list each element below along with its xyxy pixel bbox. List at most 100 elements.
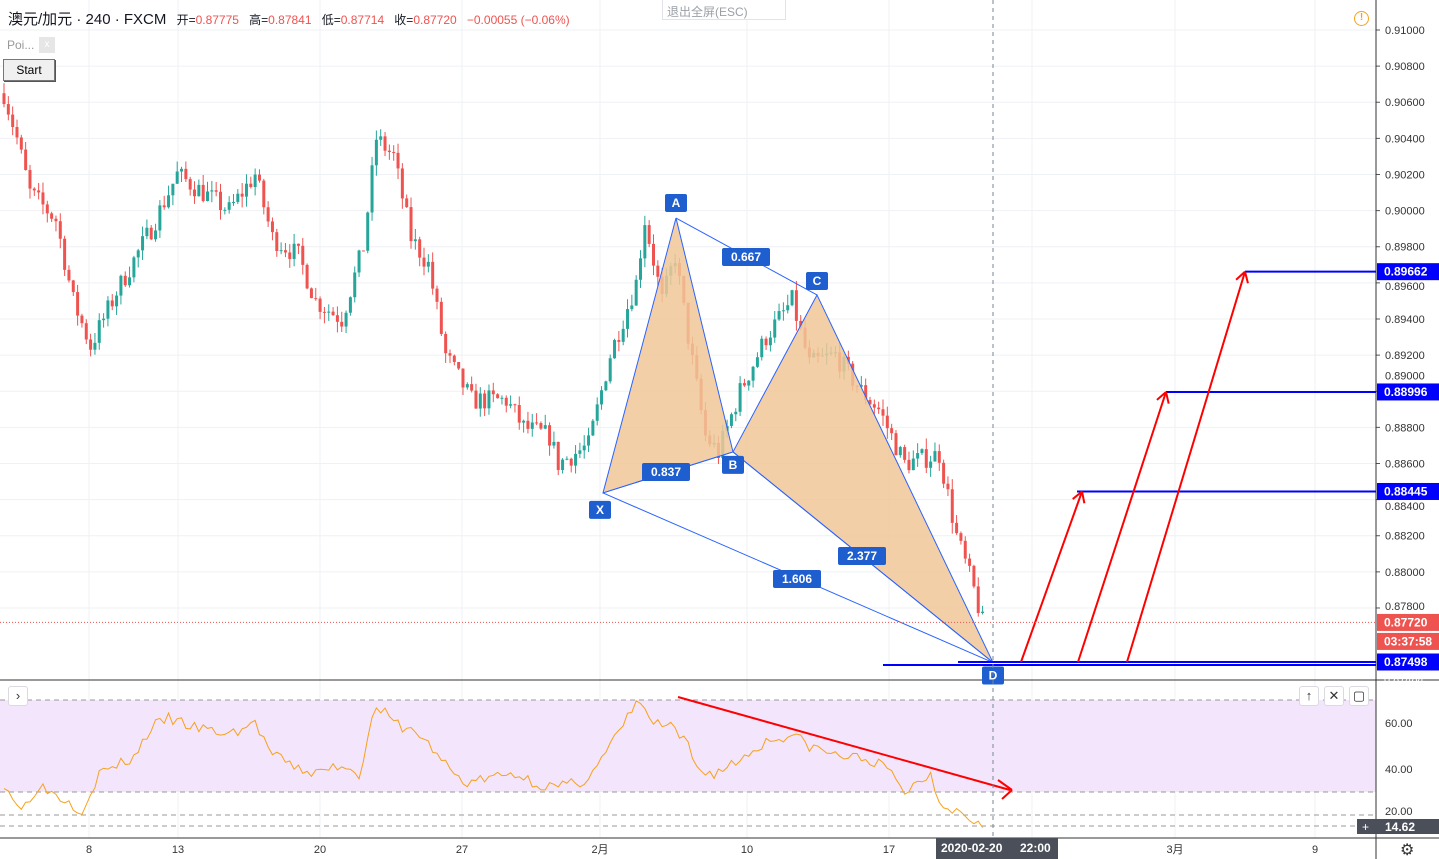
arrow-head xyxy=(997,779,1013,791)
candle xyxy=(877,407,881,410)
price-tick: 0.88600 xyxy=(1385,458,1425,470)
rsi-value-tag-bg xyxy=(1357,819,1439,834)
indicator-pill-close[interactable]: x xyxy=(39,37,55,53)
candle xyxy=(305,264,309,289)
candle xyxy=(63,238,67,270)
arrow-head xyxy=(1244,271,1249,284)
symbol-name[interactable]: 澳元/加元 xyxy=(8,11,73,28)
time-tick: 8 xyxy=(86,844,92,856)
price-tick: 0.89000 xyxy=(1385,370,1425,382)
candle xyxy=(149,227,153,240)
candle xyxy=(768,337,772,346)
candle xyxy=(405,198,409,208)
candle xyxy=(344,312,348,327)
candle xyxy=(41,192,45,205)
candle xyxy=(283,250,287,253)
candle xyxy=(115,295,119,307)
candle xyxy=(509,404,513,406)
candle xyxy=(366,212,370,251)
candle xyxy=(145,227,149,237)
time-tick: 2月 xyxy=(591,844,608,856)
move-up-icon[interactable]: ↑ xyxy=(1299,686,1319,706)
candle xyxy=(184,168,188,180)
candle xyxy=(128,277,132,286)
level-tag: 0.88445 xyxy=(1384,484,1428,498)
candle xyxy=(392,152,396,154)
price-tick: 0.90800 xyxy=(1385,61,1425,73)
settings-gear-icon[interactable]: ⚙ xyxy=(1400,842,1414,859)
candle xyxy=(223,209,227,211)
candle xyxy=(6,104,10,115)
candle xyxy=(136,250,140,258)
candle xyxy=(210,190,214,192)
candle xyxy=(582,445,586,451)
warning-icon[interactable]: ! xyxy=(1354,11,1369,26)
candle xyxy=(747,380,751,386)
time-tick: 10 xyxy=(741,844,753,856)
candle xyxy=(318,298,322,312)
candle xyxy=(132,257,136,278)
candle xyxy=(426,261,430,267)
candle xyxy=(439,301,443,334)
candle xyxy=(413,239,417,242)
start-button[interactable]: Start xyxy=(3,59,55,81)
candle xyxy=(604,381,608,391)
candle xyxy=(162,205,166,208)
candle xyxy=(400,168,404,199)
candle xyxy=(24,149,28,170)
candle xyxy=(574,453,578,466)
candle xyxy=(539,423,543,429)
candle xyxy=(872,404,876,408)
candle xyxy=(180,168,184,172)
high-value: 0.87841 xyxy=(268,13,312,27)
candle xyxy=(448,353,452,356)
candle xyxy=(885,415,889,429)
open-value: 0.87775 xyxy=(195,13,239,27)
candle xyxy=(781,310,785,312)
candle xyxy=(946,483,950,490)
price-tick: 0.89600 xyxy=(1385,281,1425,293)
price-tick: 0.88200 xyxy=(1385,531,1425,543)
candle xyxy=(249,183,253,188)
candle xyxy=(474,390,478,409)
candle xyxy=(141,236,145,251)
candle xyxy=(50,213,54,219)
candle xyxy=(526,420,530,429)
indicator-pill[interactable]: Poi... x xyxy=(3,35,55,55)
candle xyxy=(370,165,374,213)
candle xyxy=(587,435,591,446)
candle xyxy=(444,333,448,354)
close-pane-icon[interactable]: ✕ xyxy=(1324,686,1344,706)
candle xyxy=(595,404,599,421)
candle xyxy=(102,318,106,321)
target-arrow xyxy=(1126,271,1246,663)
exit-fullscreen-button[interactable]: 退出全屏(ESC) xyxy=(662,0,786,20)
candle xyxy=(76,292,80,316)
arrow-head xyxy=(1165,391,1170,404)
candle xyxy=(431,261,435,289)
pattern-point-B: B xyxy=(729,458,738,472)
candle xyxy=(630,305,634,310)
candle xyxy=(327,311,331,313)
ratio-BD: 2.377 xyxy=(847,549,877,563)
candle xyxy=(911,458,915,471)
candle xyxy=(435,288,439,302)
arrow-head xyxy=(1081,491,1086,504)
candle xyxy=(201,184,205,202)
candle xyxy=(206,191,210,202)
candle xyxy=(483,393,487,409)
candle xyxy=(613,340,617,359)
maximize-pane-icon[interactable]: ▢ xyxy=(1349,686,1369,706)
pattern-point-C: C xyxy=(813,274,822,288)
candle xyxy=(790,290,794,306)
candle xyxy=(556,441,560,471)
candle xyxy=(2,93,6,105)
expand-chevron-icon[interactable]: › xyxy=(8,686,28,706)
candle xyxy=(106,300,110,319)
candle xyxy=(981,611,985,614)
candle xyxy=(504,397,508,406)
candle xyxy=(920,449,924,454)
candle xyxy=(530,422,534,429)
candle xyxy=(422,257,426,267)
